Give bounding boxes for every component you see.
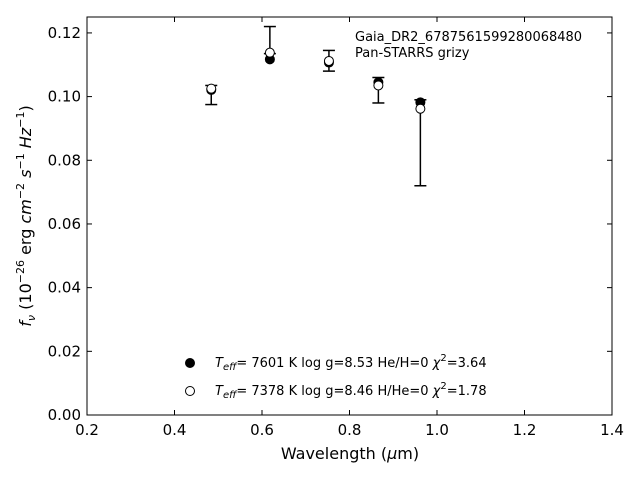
legend-marker-filled (185, 358, 195, 368)
x-tick-label: 0.6 (250, 421, 274, 439)
x-tick-label: 0.4 (163, 421, 187, 439)
y-tick-label: 0.08 (48, 151, 81, 169)
legend-entry-filled: Teff= 7601 K log g=8.53 He/H=0 χ2=3.64 (185, 353, 487, 373)
legend-label-open: Teff= 7378 K log g=8.46 H/He=0 χ2=1.78 (215, 381, 487, 401)
annotation-survey: Pan-STARRS grizy (355, 46, 470, 61)
y-tick-label: 0.00 (48, 406, 81, 424)
legend: Teff= 7601 K log g=8.53 He/H=0 χ2=3.64 T… (185, 353, 487, 401)
y-tick-label: 0.04 (48, 279, 81, 297)
x-tick-label: 1.2 (513, 421, 537, 439)
x-tick-label: 0.2 (75, 421, 99, 439)
y-tick-label: 0.02 (48, 342, 81, 360)
data-point-open (415, 103, 426, 114)
x-tick-label: 1.0 (425, 421, 449, 439)
legend-marker-open (185, 386, 195, 396)
data-point-open (323, 55, 334, 66)
data-point-open (206, 83, 217, 94)
annotation-object-id: Gaia_DR2_6787561599280068480 (355, 30, 582, 45)
y-axis-label: fν (10−26 erg cm−2 s−1 Hz−1) (14, 105, 38, 326)
data-point-open (373, 80, 384, 91)
points-group (206, 47, 426, 114)
data-point-open (264, 47, 275, 58)
x-tick-label: 0.8 (338, 421, 362, 439)
x-tick-label: 1.4 (600, 421, 624, 439)
y-tick-label: 0.12 (48, 24, 81, 42)
legend-label-filled: Teff= 7601 K log g=8.53 He/H=0 χ2=3.64 (215, 353, 487, 373)
x-axis-label: Wavelength (μm) (281, 444, 419, 463)
y-tick-label: 0.06 (48, 215, 81, 233)
legend-entry-open: Teff= 7378 K log g=8.46 H/He=0 χ2=1.78 (185, 381, 487, 401)
y-tick-label: 0.10 (48, 88, 81, 106)
ticks-group: 0.2 0.4 0.6 0.8 1.0 1.2 1.4 0.00 0.02 0.04 0.06 0.0… (48, 17, 624, 439)
